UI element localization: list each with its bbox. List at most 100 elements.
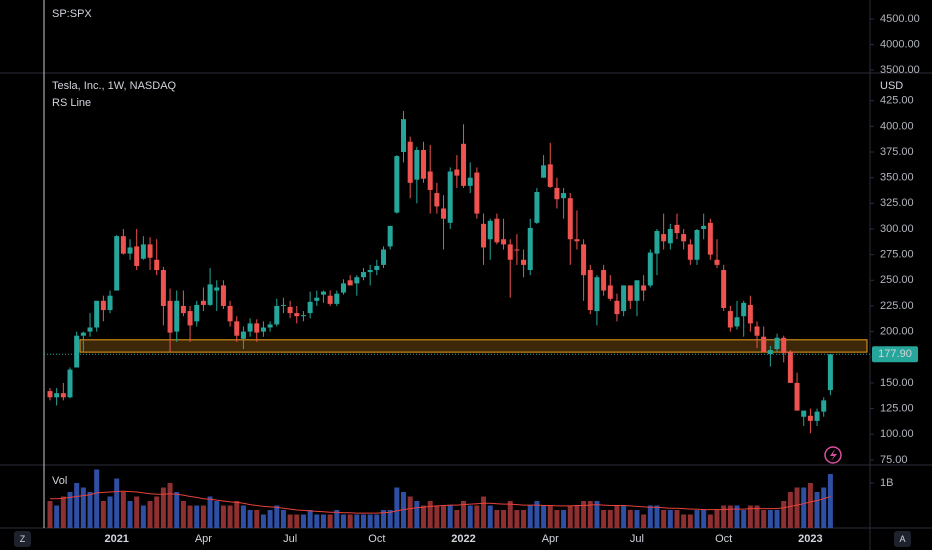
volume-bar <box>627 510 633 528</box>
volume-bar <box>754 505 760 528</box>
volume-bar <box>467 505 473 528</box>
candle-body <box>107 295 113 311</box>
alert-icon[interactable] <box>824 446 842 464</box>
candle-body <box>627 285 633 301</box>
candle-body <box>654 231 660 254</box>
candle-body <box>467 177 473 186</box>
candle-body <box>407 141 413 183</box>
volume-bar <box>747 505 753 528</box>
candle-body <box>481 223 487 248</box>
y-tick-label: 150.00 <box>880 377 914 389</box>
candle-body <box>621 285 627 312</box>
volume-bar <box>567 505 573 528</box>
candle-body <box>741 302 747 317</box>
scale-button[interactable]: Z <box>14 531 31 547</box>
candle-body <box>521 259 527 265</box>
volume-bar <box>154 496 160 528</box>
candle-body <box>280 304 286 306</box>
candle-body <box>260 327 266 332</box>
volume-bar <box>547 505 553 528</box>
candle-body <box>814 411 820 421</box>
candle-body <box>754 326 760 336</box>
candle-body <box>561 193 567 199</box>
candle-body <box>581 244 587 276</box>
volume-bar <box>194 505 200 528</box>
volume-ma-line <box>50 490 831 514</box>
candle-body <box>160 270 166 306</box>
volume-bar <box>707 514 713 528</box>
candle-body <box>187 311 193 326</box>
volume-bar <box>694 510 700 528</box>
volume-bar <box>287 514 293 528</box>
volume-bar <box>227 505 233 528</box>
candle-body <box>334 293 340 304</box>
svg-text:A: A <box>899 534 905 544</box>
volume-bar <box>441 505 447 528</box>
volume-bar <box>534 501 540 528</box>
volume-bar <box>721 505 727 528</box>
volume-bar <box>607 510 613 528</box>
candle-body <box>694 230 700 260</box>
volume-bar <box>434 505 440 528</box>
volume-bar <box>94 469 100 528</box>
volume-bar <box>587 501 593 528</box>
candle-body <box>587 270 593 311</box>
last-price-label: 177.90 <box>878 348 912 360</box>
auto-button[interactable]: A <box>894 531 911 547</box>
volume-bar <box>634 510 640 528</box>
candle-body <box>661 234 667 242</box>
volume-bar <box>300 514 306 528</box>
volume-bar <box>561 510 567 528</box>
candle-body <box>67 369 73 398</box>
volume-bar <box>147 501 153 528</box>
candle-body <box>194 304 200 322</box>
volume-bar <box>134 496 140 528</box>
candle-body <box>727 311 733 328</box>
volume-bar <box>414 501 420 528</box>
candle-body <box>114 236 120 291</box>
y-tick-label: 225.00 <box>880 300 914 312</box>
volume-bar <box>614 505 620 528</box>
volume-bar <box>407 496 413 528</box>
candle-body <box>687 244 693 260</box>
candle-body <box>634 280 640 301</box>
volume-bar <box>360 514 366 528</box>
candle-body <box>507 244 513 260</box>
candle-body <box>54 393 60 398</box>
candle-body <box>220 285 226 306</box>
volume-bar <box>207 496 213 528</box>
volume-bar <box>647 505 653 528</box>
volume-bar <box>494 510 500 528</box>
volume-bar <box>581 501 587 528</box>
candle-body <box>340 283 346 293</box>
volume-bar <box>421 505 427 528</box>
volume-bar <box>280 510 286 528</box>
candle-body <box>47 391 53 398</box>
candle-body <box>767 350 773 355</box>
volume-bar <box>761 510 767 528</box>
candle-body <box>447 171 453 223</box>
candle-body <box>461 143 467 186</box>
volume-bar <box>667 510 673 528</box>
candle-body <box>607 285 613 299</box>
y-tick-label: 75.00 <box>880 454 908 466</box>
y-tick-label: 3500.00 <box>880 64 920 76</box>
y-tick-label: 350.00 <box>880 172 914 184</box>
candle-body <box>94 300 100 328</box>
y-tick-label: 275.00 <box>880 249 914 261</box>
volume-bar <box>821 487 827 528</box>
candle-body <box>287 306 293 314</box>
volume-bar <box>541 505 547 528</box>
x-tick-label: 2023 <box>798 533 822 545</box>
volume-bar <box>781 501 787 528</box>
candle-body <box>207 284 213 305</box>
volume-bar <box>507 501 513 528</box>
last-price-badge <box>872 346 918 363</box>
volume-bar <box>714 510 720 528</box>
volume-bar <box>787 492 793 528</box>
candle-body <box>360 272 366 278</box>
volume-bar <box>514 510 520 528</box>
candle-body <box>441 208 447 219</box>
pane-title: SP:SPX <box>52 8 92 20</box>
